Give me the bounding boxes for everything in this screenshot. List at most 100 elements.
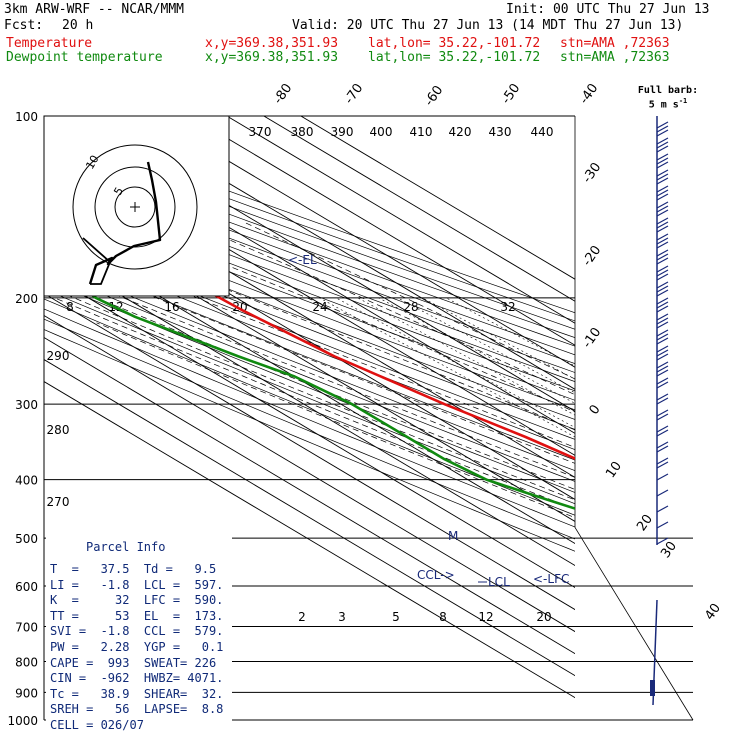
dry-adiabat-line <box>44 260 575 472</box>
wind-barb <box>656 505 669 513</box>
moist-adiabat-line <box>119 222 575 413</box>
dry-adiabat-line <box>44 216 575 420</box>
wind-barb <box>656 205 669 213</box>
plot-frame-right-diag <box>574 527 694 721</box>
lcl-label: LCL <box>488 575 510 589</box>
wind-barb <box>656 313 669 321</box>
dry-adiabat-line <box>44 329 575 552</box>
parcel-info-row: LI = -1.8 LCL = 597. <box>50 577 224 592</box>
fcst-label: Fcst: <box>4 18 44 33</box>
wind-barb <box>656 289 669 297</box>
wind-barb <box>656 457 669 465</box>
isotherm-label: -60 <box>422 83 446 109</box>
moist-adiabat-line <box>44 236 575 448</box>
mixing-ratio-line <box>319 297 575 438</box>
dry-adiabat-line <box>44 191 575 392</box>
model-title: 3km ARW-WRF -- NCAR/MMM <box>4 2 185 17</box>
wind-barb <box>656 337 669 345</box>
wind-barb <box>656 473 669 481</box>
wind-barb <box>656 173 669 181</box>
dry-adiabat-line <box>44 318 575 540</box>
isotherm-line <box>44 270 575 589</box>
isotherm-label: 10 <box>603 459 625 481</box>
parcel-info-row: Tc = 38.9 SHEAR= 32. <box>50 686 224 701</box>
isotherm-label: -10 <box>580 325 604 351</box>
isotherm-label: -80 <box>271 81 295 107</box>
temperature-xy: x,y=369.38,351.93 <box>205 36 339 51</box>
wind-barbs <box>650 116 669 706</box>
theta-label-left: 290 <box>47 349 70 363</box>
wind-barb <box>656 249 669 257</box>
hodograph-ring-label: 10 <box>83 153 101 172</box>
parcel-info-row: PW = 2.28 YGP = 0.1 <box>50 639 224 654</box>
wind-barb <box>656 397 669 405</box>
wind-barb <box>656 361 669 369</box>
dry-adiabat-line <box>44 167 575 365</box>
dry-adiabat-line <box>44 175 575 373</box>
wind-barb <box>656 221 669 229</box>
theta-label: 380 <box>291 125 314 139</box>
wind-barb <box>656 153 669 161</box>
dewpoint-xy: x,y=369.38,351.93 <box>205 50 339 65</box>
dry-adiabat-line <box>44 208 575 411</box>
wind-barb <box>656 217 669 225</box>
wind-barb <box>656 237 669 245</box>
isotherm-line <box>44 381 575 699</box>
mixing-ratio-label-lower: 2 <box>298 610 306 624</box>
isotherm-line <box>44 314 575 633</box>
wind-barb <box>656 345 669 353</box>
theta-label-left: 270 <box>47 495 70 509</box>
dry-adiabat-line <box>44 251 575 461</box>
wind-barb <box>656 257 669 265</box>
ccl-label: CCL-> <box>417 568 455 582</box>
wind-barb <box>656 537 669 545</box>
wind-barb <box>656 365 669 373</box>
isotherm-label: 20 <box>634 512 656 534</box>
mixing-ratio-label: 24 <box>312 300 327 314</box>
wind-barb <box>656 269 669 277</box>
dewpoint-stn: stn=AMA ,72363 <box>560 50 670 65</box>
isotherm-label: -20 <box>580 243 604 269</box>
hodograph: 510 <box>43 115 230 297</box>
wind-barb <box>656 185 669 193</box>
isotherm-line <box>44 226 575 544</box>
wind-barb <box>656 393 669 401</box>
wind-barb <box>656 121 669 129</box>
dry-adiabat-line <box>44 233 575 440</box>
hodograph-trace <box>88 161 162 285</box>
isotherm-label: -70 <box>342 81 366 107</box>
dry-adiabat-line <box>44 298 575 516</box>
wind-barb <box>656 297 669 305</box>
wind-barb <box>656 413 669 421</box>
isotherm-label: -30 <box>580 160 604 186</box>
wind-barb <box>656 521 669 529</box>
el-label: <-EL <box>288 253 317 267</box>
parcel-info-title: Parcel Info <box>86 540 166 554</box>
wind-barb <box>656 285 669 293</box>
wind-barb <box>656 349 669 357</box>
temperature-label: Temperature <box>6 36 93 51</box>
wind-barb <box>656 177 669 185</box>
pressure-tick-label: 900 <box>15 686 38 700</box>
init-time: Init: 00 UTC Thu 27 Jun 13 <box>506 2 710 17</box>
dry-adiabat-line <box>44 269 575 482</box>
dry-adiabat-line <box>44 279 575 493</box>
wind-barb <box>656 333 669 341</box>
wind-barb <box>656 317 669 325</box>
wind-barb <box>656 425 669 433</box>
pressure-tick-label: 1000 <box>7 714 38 728</box>
pressure-tick-label: 300 <box>15 398 38 412</box>
isotherm-line <box>44 359 575 677</box>
dewpoint-label: Dewpoint temperature <box>6 50 163 65</box>
hodograph-frame <box>43 115 230 297</box>
moist-adiabat-line <box>44 252 575 464</box>
barb-legend-title: Full barb: <box>637 85 699 96</box>
isotherm-line <box>189 116 575 346</box>
mixing-ratio-label: 32 <box>500 300 515 314</box>
isotherm-label: -50 <box>499 81 523 107</box>
wind-barb <box>656 329 669 337</box>
isotherm-line <box>300 116 575 280</box>
moist-adiabat-line <box>96 322 575 518</box>
parcel-info-row: SREH = 56 LAPSE= 8.8 <box>50 702 224 717</box>
wind-barb <box>656 353 669 361</box>
